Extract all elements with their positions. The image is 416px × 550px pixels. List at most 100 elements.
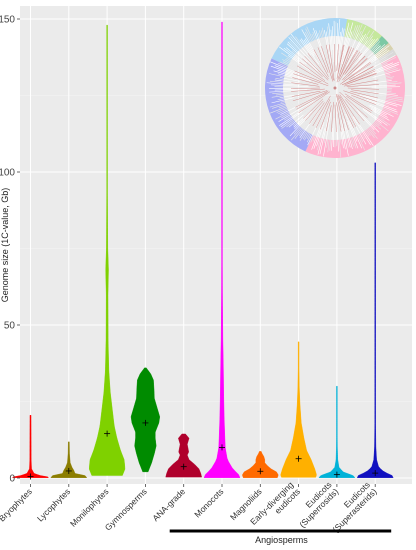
phylogeny-branch <box>362 108 382 124</box>
phylogeny-branch <box>273 70 311 82</box>
x-tick-label-line: Monilophytes <box>68 486 110 528</box>
phylogeny-branch <box>286 57 303 68</box>
phylogeny-branch <box>343 23 353 56</box>
phylogeny-branch <box>347 33 359 58</box>
phylogeny-branch <box>292 77 319 85</box>
violins <box>12 21 394 480</box>
phylogeny-branch <box>362 107 388 126</box>
phylogeny-branch <box>357 116 375 138</box>
phylogeny-branch <box>370 108 390 121</box>
phylogeny-branch <box>367 82 402 86</box>
phylogeny-branch <box>341 69 375 86</box>
phylogeny-branch <box>362 59 391 75</box>
phylogeny-branch <box>299 61 326 81</box>
phylogeny-branch <box>274 65 297 74</box>
phylogeny-branch <box>277 62 304 75</box>
phylogeny-branch <box>313 49 329 77</box>
phylogeny-branch <box>369 75 391 81</box>
x-tick-label-line: Bryophytes <box>0 486 34 523</box>
phylogeny-branch <box>287 41 318 72</box>
phylogeny-branch <box>293 73 329 87</box>
phylogeny-branch <box>303 98 324 119</box>
phylogeny-branch <box>266 82 298 86</box>
violin-eudicots-superrosids- <box>318 386 356 478</box>
x-tick-label: Monilophytes <box>68 486 110 528</box>
phylogeny-branch <box>364 101 391 114</box>
phylogeny-branch <box>291 50 306 63</box>
phylogeny-branch <box>291 82 320 87</box>
violin-lycophytes <box>50 441 88 478</box>
phylogeny-branch <box>303 39 315 57</box>
phylogeny-branch <box>295 90 329 108</box>
phylogeny-branch <box>336 44 344 79</box>
phylogeny-branch <box>286 107 312 128</box>
phylogeny-branch <box>323 112 332 157</box>
phylogeny-branch <box>364 99 398 113</box>
phylogeny-branch <box>289 115 310 137</box>
phylogeny-branch <box>270 61 299 74</box>
phylogeny-branch <box>341 61 371 84</box>
violin-eudicots-superasterids- <box>356 162 394 478</box>
phylogeny-branch <box>339 28 347 60</box>
phylogeny-branch <box>321 46 334 82</box>
phylogeny-branch <box>368 80 392 84</box>
phylogeny-branch <box>370 73 391 80</box>
phylogeny-branch <box>331 128 334 151</box>
phylogeny-branch <box>336 113 342 158</box>
phylogeny-branch <box>338 122 342 145</box>
phylogeny-branch <box>346 37 362 66</box>
phylogeny-branch <box>362 44 385 65</box>
phylogeny-branch <box>293 115 311 135</box>
phylogeny-branch <box>356 52 381 72</box>
phylogeny-branch <box>299 39 312 56</box>
phylogeny-branch <box>326 120 331 148</box>
phylogeny-branch <box>346 73 377 85</box>
phylogeny-branch <box>346 84 379 88</box>
phylogeny-branch <box>316 122 325 147</box>
phylogeny-branch <box>282 61 301 71</box>
phylogeny-branch <box>341 31 353 64</box>
phylogeny-branch <box>299 107 322 141</box>
phylogeny-branch <box>316 127 325 151</box>
phylogeny-branch <box>319 114 330 155</box>
phylogeny-branch <box>345 99 365 122</box>
y-axis-label: Genome size (1C-value, Gb) <box>0 188 10 303</box>
phylogeny-branch <box>280 94 309 103</box>
phylogeny-branch <box>344 126 351 148</box>
phylogeny-branch <box>272 91 294 95</box>
phylogeny-branch <box>368 91 398 96</box>
phylogeny-branch <box>274 86 304 88</box>
phylogeny-branch <box>307 53 329 80</box>
phylogeny-branch <box>336 46 350 83</box>
phylogeny-branch <box>344 116 357 149</box>
phylogeny-branch <box>278 100 314 122</box>
phylogeny-branch <box>341 70 376 86</box>
phylogeny-branch <box>336 102 342 132</box>
x-tick-label: Eudicots(Superrosids) <box>297 480 340 530</box>
phylogeny-branch <box>360 46 378 63</box>
x-tick-label: Lycophytes <box>35 486 72 523</box>
phylogeny-branch <box>279 94 295 99</box>
phylogeny-branch <box>364 107 391 126</box>
phylogeny-branch <box>364 89 392 92</box>
phylogeny-branch <box>372 68 398 77</box>
phylogeny-branch <box>312 95 331 127</box>
phylogeny-branch <box>337 44 345 74</box>
x-tick-label: ANA-grade <box>150 486 187 523</box>
phylogeny-branch <box>347 120 359 149</box>
phylogeny-branch <box>372 61 400 74</box>
violin-monocots <box>203 21 241 478</box>
y-tick-label: 150 <box>0 15 15 26</box>
phylogeny-branch <box>286 43 308 63</box>
phylogeny-branch <box>275 91 303 96</box>
phylogeny-branch <box>353 116 374 146</box>
phylogeny-branch <box>309 102 325 124</box>
phylogeny-branch <box>343 90 377 102</box>
phylogeny-branch <box>356 109 380 133</box>
phylogeny-branch <box>299 108 320 136</box>
phylogeny-branch <box>320 30 330 66</box>
phylogeny-branch <box>333 44 336 73</box>
phylogeny-branch <box>340 31 349 64</box>
phylogeny-branch <box>269 89 307 93</box>
